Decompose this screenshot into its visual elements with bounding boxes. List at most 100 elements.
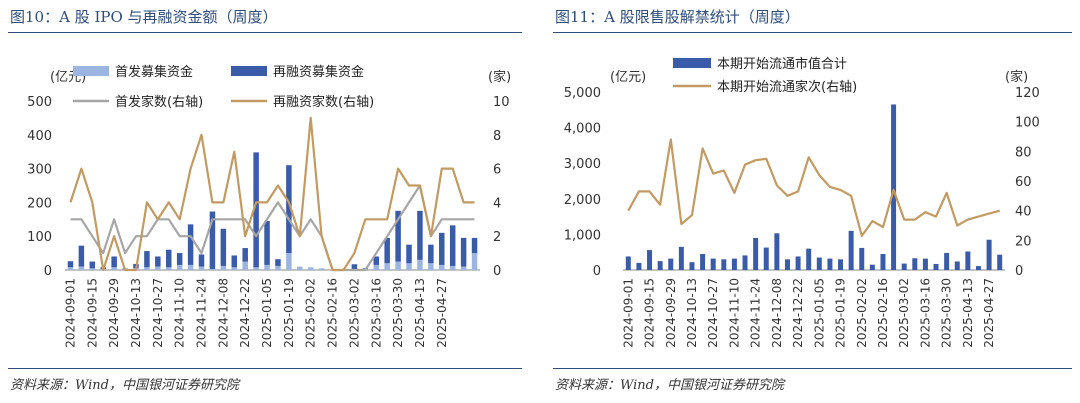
x-tick-label: 2024-11-24	[749, 278, 763, 348]
bar-ipo	[253, 267, 259, 270]
bar-refi	[187, 224, 194, 265]
y2-tick-label: 0	[493, 264, 501, 279]
y-tick-label: 0	[593, 264, 601, 279]
bar-refi	[89, 261, 96, 269]
left-source-note: 资料来源：Wind，中国银河证券研究院	[10, 378, 239, 393]
bar-unlock	[806, 248, 812, 270]
x-tick-label: 2025-01-19	[282, 278, 296, 348]
x-tick-label: 2025-02-02	[855, 278, 869, 348]
bar-unlock	[838, 259, 844, 270]
x-tick-label: 2025-02-02	[304, 278, 318, 348]
bar-ipo	[439, 264, 445, 270]
bar-unlock	[753, 237, 759, 270]
bar-ipo	[373, 264, 379, 270]
legend-swatch	[673, 58, 711, 68]
bar-refi	[242, 248, 248, 262]
bar-unlock	[922, 258, 928, 270]
bar-unlock	[763, 247, 769, 270]
y-tick-label: 100	[27, 230, 52, 245]
bar-refi	[176, 253, 183, 265]
bar-unlock	[975, 266, 981, 270]
y-tick-label: 1,000	[564, 228, 601, 243]
x-tick-label: 2024-10-13	[129, 278, 143, 348]
bar-unlock	[678, 246, 684, 270]
bar-unlock	[933, 263, 939, 270]
bar-unlock	[625, 256, 631, 270]
bar-refi	[111, 256, 117, 268]
x-tick-label: 2024-11-10	[727, 278, 741, 348]
x-tick-label: 2024-09-15	[643, 278, 657, 348]
y2-tick-label: 6	[493, 163, 501, 178]
bar-unlock	[859, 247, 865, 270]
x-tick-label: 2025-03-16	[369, 278, 383, 348]
y-axis-unit: (亿元)	[610, 70, 646, 85]
bar-unlock	[784, 259, 790, 270]
y-tick-label: 300	[27, 163, 52, 178]
x-tick-label: 2025-01-05	[260, 278, 274, 348]
bar-unlock	[944, 252, 950, 270]
bar-refi	[373, 256, 379, 265]
bar-ipo	[166, 267, 172, 270]
bar-unlock	[827, 258, 833, 270]
legend-label: 本期开始流通市值合计	[717, 56, 847, 72]
bar-refi	[428, 244, 434, 264]
y-tick-label: 400	[27, 129, 52, 144]
y2-tick-label: 20	[1015, 234, 1032, 249]
y2-axis-unit: (家)	[488, 69, 511, 85]
x-tick-label: 2025-04-27	[982, 278, 996, 348]
bar-unlock	[721, 259, 727, 270]
bar-unlock	[795, 256, 801, 270]
x-tick-label: 2025-03-16	[918, 278, 932, 348]
bar-ipo	[275, 265, 281, 270]
bar-ipo	[428, 263, 434, 270]
bar-ipo	[78, 266, 85, 270]
bar-refi	[275, 259, 281, 266]
x-tick-label: 2025-01-05	[812, 278, 826, 348]
x-tick-label: 2024-11-24	[195, 278, 209, 348]
bar-ipo	[242, 261, 248, 270]
bar-unlock	[816, 257, 822, 270]
bar-unlock	[997, 254, 1003, 270]
x-tick-label: 2025-03-02	[897, 278, 911, 348]
legend-swatch	[73, 66, 109, 76]
bar-unlock	[647, 250, 653, 270]
bar-unlock	[901, 263, 907, 270]
y2-tick-label: 2	[493, 230, 501, 245]
legend-label: 本期开始流通家次(右轴)	[717, 79, 857, 95]
right-title-rule	[553, 32, 1072, 33]
bar-unlock	[689, 262, 695, 270]
bar-refi	[449, 225, 456, 266]
bar-refi	[231, 255, 238, 268]
right-source-rule	[553, 368, 1072, 369]
bar-ipo	[220, 265, 227, 270]
bar-ipo	[286, 253, 292, 270]
x-tick-label: 2025-02-16	[876, 278, 890, 348]
bar-refi	[209, 211, 216, 269]
y2-tick-label: 0	[1015, 264, 1023, 279]
left-source-rule	[8, 368, 522, 369]
bar-ipo	[144, 267, 150, 270]
bar-refi	[417, 210, 423, 260]
bar-unlock	[742, 255, 748, 270]
bar-unlock	[636, 262, 642, 270]
bar-ipo	[155, 266, 161, 270]
series-line-unlock-count	[627, 138, 1000, 237]
left-title-rule	[8, 32, 522, 33]
bar-ipo	[460, 266, 467, 270]
bar-ipo	[187, 264, 194, 270]
series-line-refi-count	[69, 116, 475, 272]
left-chart-title: 图10：A 股 IPO 与再融资金额（周度）	[10, 8, 278, 26]
right-chart-title: 图11：A 股限售股解禁统计（周度）	[555, 8, 800, 26]
x-tick-label: 2024-11-10	[173, 278, 187, 348]
bar-unlock	[710, 258, 716, 270]
legend-label: 首发募集资金	[115, 64, 193, 80]
bar-refi	[264, 220, 270, 265]
bar-ipo	[111, 267, 117, 270]
x-tick-label: 2025-03-30	[940, 278, 954, 348]
bar-ipo	[471, 253, 478, 270]
y-tick-label: 0	[44, 264, 52, 279]
x-tick-label: 2025-04-27	[435, 278, 449, 348]
y2-tick-label: 4	[493, 196, 501, 211]
x-tick-label: 2024-12-22	[791, 278, 805, 348]
x-tick-label: 2024-09-15	[85, 278, 99, 348]
